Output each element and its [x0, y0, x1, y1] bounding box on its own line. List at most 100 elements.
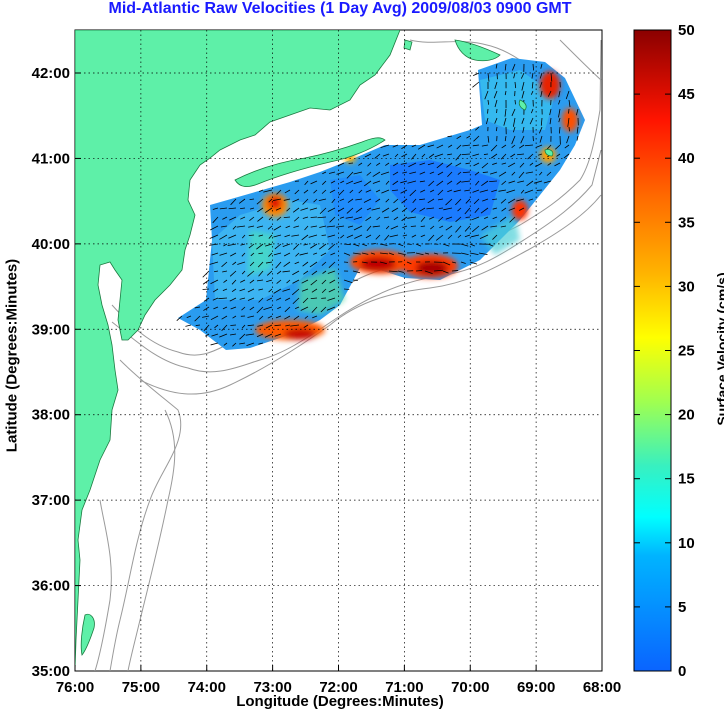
velocity-vector — [394, 153, 399, 158]
velocity-vector — [353, 216, 363, 220]
velocity-vector — [546, 171, 552, 176]
velocity-vector — [401, 207, 408, 213]
velocity-vector — [283, 198, 291, 201]
velocity-vector — [329, 279, 336, 284]
velocity-vector — [328, 261, 336, 268]
velocity-vector — [313, 198, 318, 203]
velocity-vector — [209, 243, 219, 246]
velocity-vector — [501, 162, 507, 165]
velocity-vector — [490, 225, 498, 228]
velocity-vector — [212, 288, 219, 293]
velocity-vector — [326, 225, 336, 228]
velocity-vector — [521, 81, 525, 91]
velocity-vector — [406, 261, 412, 265]
velocity-vector — [539, 72, 543, 79]
velocity-vector — [241, 252, 246, 257]
velocity-vector — [285, 324, 291, 327]
velocity-vector — [311, 306, 318, 313]
velocity-vector — [337, 162, 345, 167]
velocity-vector — [228, 207, 237, 210]
velocity-vector — [426, 207, 435, 210]
velocity-vector — [223, 243, 228, 247]
velocity-vector — [410, 225, 417, 227]
velocity-vector — [428, 153, 435, 158]
velocity-vector — [232, 261, 237, 266]
velocity-vector — [327, 297, 336, 301]
velocity-vector — [513, 72, 516, 79]
velocity-vector — [258, 234, 264, 237]
velocity-vector — [436, 180, 444, 187]
velocity-vector — [302, 198, 309, 205]
velocity-vector — [222, 288, 228, 292]
velocity-vector — [424, 270, 433, 275]
velocity-vector — [293, 315, 300, 321]
velocity-vector — [465, 198, 471, 204]
velocity-vector — [310, 243, 318, 249]
velocity-vector — [294, 189, 300, 195]
velocity-vector — [338, 189, 345, 196]
velocity-vector — [258, 189, 264, 192]
velocity-vector — [519, 162, 525, 168]
velocity-vector — [420, 234, 426, 238]
velocity-vector — [427, 198, 435, 204]
velocity-vector — [393, 162, 399, 167]
velocity-vector — [389, 234, 399, 238]
velocity-vector — [507, 198, 516, 204]
velocity-vector — [343, 279, 353, 284]
velocity-vector — [427, 162, 435, 166]
velocity-vector — [304, 180, 309, 186]
velocity-vector — [575, 108, 579, 116]
velocity-vector — [455, 162, 462, 167]
velocity-vector — [538, 153, 543, 156]
velocity-vector — [327, 234, 336, 238]
velocity-vector — [464, 189, 471, 192]
velocity-vector — [210, 315, 219, 321]
velocity-vector — [495, 63, 498, 69]
velocity-vector — [345, 216, 354, 219]
velocity-vector — [319, 225, 327, 228]
map-title: Mid-Atlantic Raw Velocities (1 Day Avg) … — [108, 0, 572, 17]
isobath-contours — [94, 39, 602, 671]
velocity-vector — [212, 216, 219, 224]
velocity-vector — [267, 225, 273, 230]
velocity-vector — [494, 99, 498, 108]
velocity-vector — [464, 207, 471, 215]
velocity-vector — [257, 324, 264, 327]
velocity-vector — [364, 153, 372, 158]
velocity-vector — [410, 207, 417, 213]
velocity-vector — [347, 225, 354, 228]
velocity-vector — [203, 306, 210, 311]
colorbar-tick-label: 15 — [678, 471, 695, 488]
colorbar-tick-label: 5 — [678, 599, 686, 616]
velocity-vector — [292, 207, 300, 213]
velocity-vector — [282, 270, 291, 273]
velocity-vector — [247, 288, 255, 293]
velocity-vector — [516, 198, 525, 202]
velocity-vector — [310, 225, 318, 228]
velocity-vector — [419, 162, 426, 166]
velocity-vector — [347, 198, 354, 203]
velocity-vector — [540, 90, 543, 98]
x-tick-label: 70:00 — [451, 679, 489, 696]
velocity-vector — [429, 189, 435, 193]
velocity-vector — [258, 252, 264, 255]
velocity-vector — [247, 270, 255, 277]
velocity-vector — [328, 243, 336, 250]
velocity-vector — [400, 162, 408, 165]
velocity-vector — [511, 135, 516, 145]
velocity-vector — [429, 216, 435, 220]
velocity-vector — [420, 216, 426, 222]
velocity-vector — [249, 261, 255, 267]
velocity-vectors — [176, 63, 579, 347]
velocity-vector — [228, 234, 237, 239]
velocity-vector — [504, 63, 507, 71]
velocity-vector — [321, 180, 327, 185]
colorbar-tick-label: 40 — [678, 150, 695, 167]
velocity-vector — [531, 72, 534, 79]
velocity-vector — [277, 306, 282, 310]
velocity-vector — [221, 315, 228, 320]
velocity-vector — [239, 297, 246, 300]
velocity-vector — [445, 216, 453, 220]
velocity-vector — [259, 315, 264, 320]
